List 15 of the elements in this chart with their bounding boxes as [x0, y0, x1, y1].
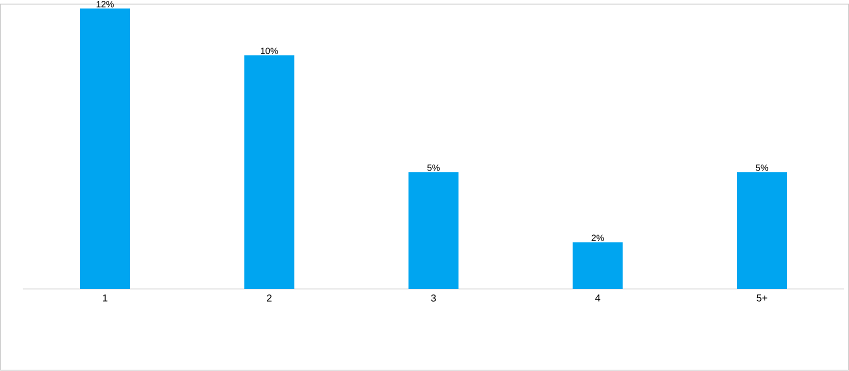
x-tick-label: 4 [595, 294, 600, 302]
x-tick-label: 3 [431, 294, 436, 302]
data-label: 5% [427, 164, 440, 172]
bar [408, 172, 458, 290]
bar [572, 242, 623, 290]
data-label: 5% [756, 164, 768, 172]
bar [80, 8, 130, 290]
x-tick-label: 5+ [756, 294, 768, 302]
x-tick-label: 1 [103, 294, 108, 302]
data-label: 10% [260, 48, 278, 54]
x-tick-label: 2 [266, 294, 272, 302]
bar [244, 55, 294, 290]
bar [736, 172, 787, 290]
data-label: 2% [592, 234, 604, 242]
data-label: 12% [96, 1, 114, 8]
